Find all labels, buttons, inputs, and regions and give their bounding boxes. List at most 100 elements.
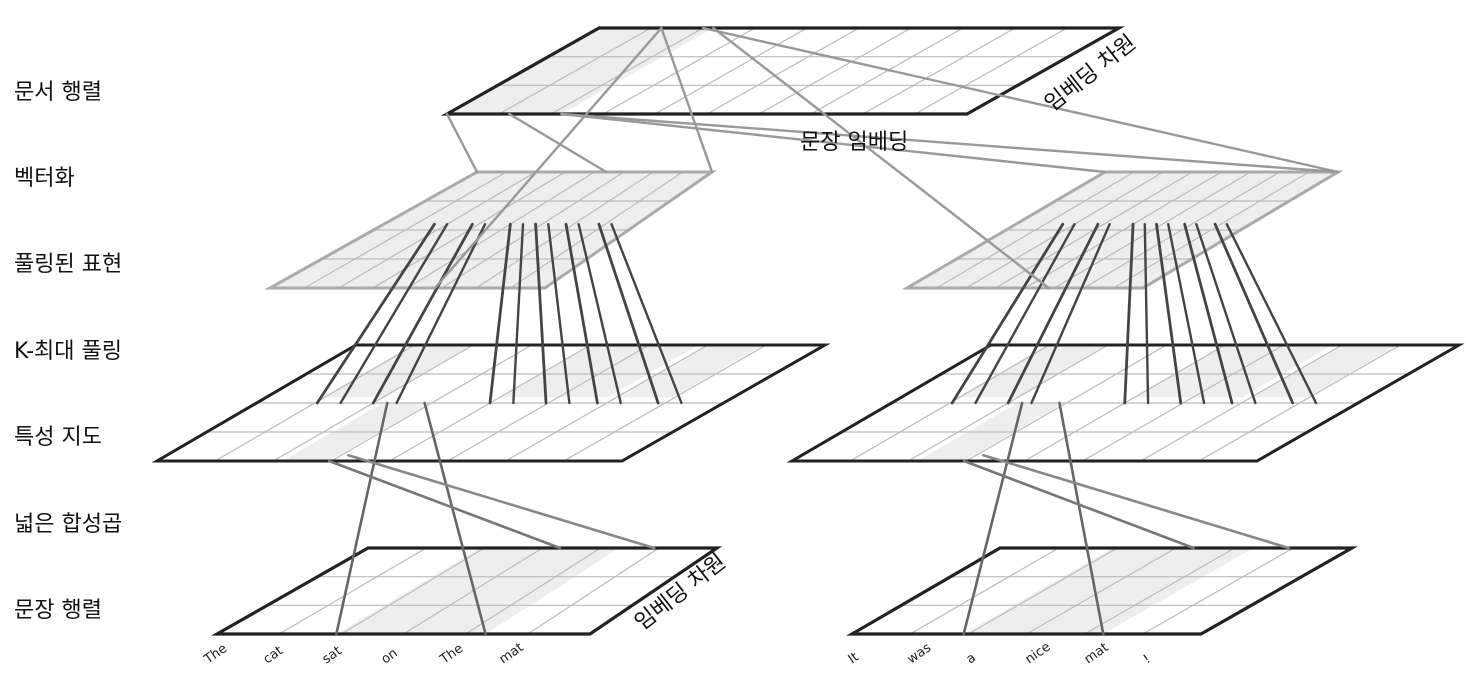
kmax-connector-R	[1195, 222, 1257, 405]
plane-frames	[151, 26, 1465, 636]
word-label-left: The	[201, 641, 230, 668]
kmax-connector-R	[1167, 222, 1206, 405]
word-label-right: nice	[1023, 640, 1054, 668]
document-matrix-plane-grid-col	[498, 27, 652, 115]
convolution-connector-L	[423, 401, 487, 636]
kmax-connector-L	[547, 222, 571, 405]
kmax-connector-L	[534, 222, 548, 405]
vectorize-connector-left	[508, 112, 608, 174]
convolution-connector-R	[982, 453, 1290, 550]
word-label-right: a	[964, 650, 979, 667]
layer-label-vectorization: 벡터화	[14, 166, 75, 191]
kmax-connector-R	[974, 222, 1076, 405]
sentence-embedding-dim-label: 임베딩 차원	[630, 549, 731, 635]
kmax-connector-L	[512, 222, 525, 405]
document-matrix-plane-grid-col	[654, 27, 808, 115]
kmax-connector-R	[1143, 222, 1150, 405]
sentence-matrix-left-plane-grid-col	[527, 547, 660, 635]
kmax-connector-R	[1006, 222, 1100, 405]
word-label-left: on	[379, 646, 401, 668]
convolution-connector-R	[962, 401, 1024, 636]
sentence-embedding-label: 문장 임베딩	[800, 130, 908, 155]
sentence-matrix-right-plane-frame	[846, 546, 1359, 636]
document-matrix-plane-grid-col	[862, 27, 1016, 115]
kmax-connector-R	[1123, 222, 1135, 405]
feature-map-right-plane-shade-3	[1251, 345, 1399, 398]
kmax-connector-R	[1155, 222, 1183, 405]
vectorize-connector-right	[712, 26, 1050, 290]
kmax-connector-L	[395, 222, 487, 405]
vectorize-connector-left	[433, 26, 663, 290]
sentence-matrix-right-plane-grid-col	[1142, 547, 1294, 635]
grid-lines	[206, 27, 1409, 635]
document-matrix-plane-grid-col	[758, 27, 912, 115]
word-labels: The cat sat on The mat It was a nice mat!	[201, 640, 1154, 668]
document-matrix-plane-grid-col	[914, 27, 1068, 115]
kmax-connector-L	[610, 222, 683, 405]
convolution-connector-R	[1058, 401, 1105, 636]
convolution-connector-L	[327, 459, 562, 550]
layer-label-sentence-matrix: 문장 행렬	[14, 598, 102, 623]
kmax-connector-L	[577, 222, 622, 405]
word-label-left: mat	[497, 640, 527, 667]
kmax-connector-L	[597, 222, 660, 405]
kmax-connector-R	[1183, 222, 1234, 405]
feature-map-right-plane-shade-2	[1134, 345, 1333, 398]
document-matrix-plane-grid-col	[810, 27, 964, 115]
kmax-connector-R	[1030, 222, 1111, 405]
shaded-regions	[270, 28, 1399, 634]
kmax-connector-L	[564, 222, 599, 405]
kmax-connector-L	[339, 222, 449, 405]
document-matrix-plane-frame	[440, 26, 1126, 116]
vectorize-connector-right	[560, 112, 1340, 174]
document-matrix-plane-grid-col	[706, 27, 860, 115]
word-label-right: was	[905, 640, 935, 667]
sentence-matrix-right-plane-grid-col	[1084, 547, 1235, 635]
document-matrix-plane-grid-col	[602, 27, 756, 115]
vectorize-connector-left	[445, 112, 479, 174]
layer-label-feature-map: 특성 지도	[14, 425, 102, 450]
kmax-connector-R	[1213, 222, 1295, 405]
feature-map-right-plane-shade-0	[957, 345, 1108, 398]
document-matrix-plane-grid-col	[550, 27, 704, 115]
sentence-matrix-left-plane-grid-col	[465, 547, 601, 635]
connector-lines	[315, 26, 1340, 636]
sentence-matrix-right-plane-grid-col	[1026, 547, 1177, 635]
convolution-connector-L	[347, 453, 656, 550]
word-label-right: mat	[1082, 640, 1112, 667]
vectorize-connector-right	[560, 112, 1107, 174]
sentence-matrix-right-plane-grid-col	[909, 547, 1059, 635]
kmax-connector-L	[315, 222, 436, 405]
feature-map-left-plane-shade-2	[500, 345, 699, 398]
word-label-left: cat	[261, 643, 286, 667]
kmax-connector-R	[950, 222, 1065, 405]
word-label-right: !	[1141, 652, 1154, 667]
word-label-left: The	[437, 641, 466, 668]
word-label-right: It	[846, 650, 862, 667]
sentence-matrix-left-plane-grid-col	[278, 547, 427, 635]
feature-map-right-plane-frame	[786, 343, 1465, 463]
feature-map-left-plane-shade-0	[322, 345, 474, 398]
document-matrix-plane-shade-0	[447, 28, 714, 114]
sentence-matrix-right-plane-grid-col	[968, 547, 1118, 635]
sentence-matrix-left-plane-frame	[210, 546, 723, 636]
vectorize-connector-left	[660, 26, 714, 174]
sentence-matrix-left-plane-grid-col	[341, 547, 485, 635]
convolution-connector-L	[335, 401, 389, 636]
feature-map-left-plane-frame	[151, 343, 831, 463]
layer-label-wide-convolution: 넓은 합성곱	[14, 512, 123, 537]
word-label-left: sat	[320, 644, 345, 668]
sentence-matrix-right-plane-shade-0	[963, 548, 1254, 634]
layer-label-k-max-pooling: K-최대 풀링	[14, 339, 123, 364]
convolution-connector-R	[962, 459, 1195, 550]
feature-map-left-plane-shade-3	[616, 345, 764, 398]
kmax-connector-L	[371, 222, 474, 405]
sentence-matrix-left-plane-shade-0	[336, 548, 620, 634]
kmax-connector-R	[1225, 222, 1318, 405]
layer-label-document-matrix: 문서 행렬	[14, 80, 102, 105]
vectorize-connector-right	[701, 26, 1340, 174]
layer-label-pooled-representation: 풀링된 표현	[14, 252, 123, 277]
kmax-connector-L	[488, 222, 512, 405]
